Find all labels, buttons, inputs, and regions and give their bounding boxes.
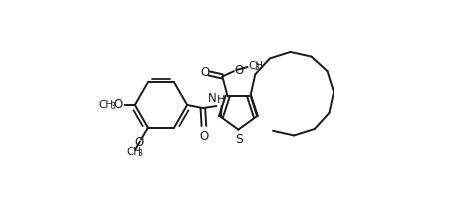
Text: N: N [207, 92, 216, 105]
Text: H: H [217, 95, 225, 105]
Text: S: S [235, 133, 244, 146]
Text: CH: CH [249, 61, 264, 71]
Text: O: O [135, 136, 144, 149]
Text: O: O [200, 66, 210, 79]
Text: O: O [113, 98, 123, 112]
Text: 3: 3 [254, 63, 259, 72]
Text: CH: CH [126, 147, 141, 158]
Text: 3: 3 [110, 102, 115, 111]
Text: 3: 3 [137, 149, 142, 158]
Text: CH: CH [98, 100, 114, 110]
Text: O: O [234, 64, 244, 77]
Text: O: O [199, 130, 208, 143]
